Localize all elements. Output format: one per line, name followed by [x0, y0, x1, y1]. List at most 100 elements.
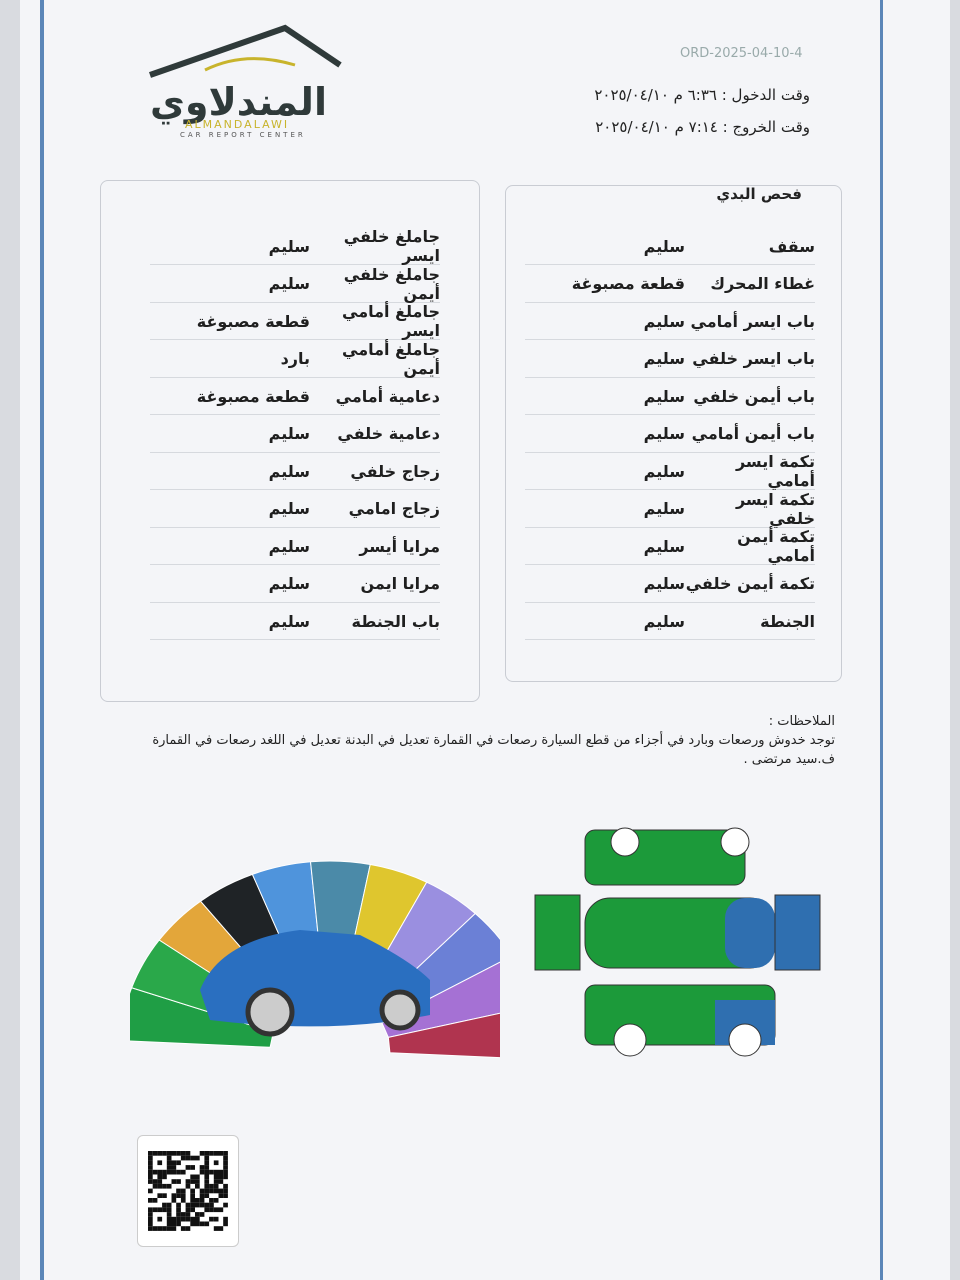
qr-module: [185, 1202, 191, 1208]
part-status: سليم: [643, 236, 685, 256]
row: دعامية خلفي سليم: [150, 416, 440, 453]
car-diagram: [534, 827, 821, 1057]
part-name: زجاج خلفي: [350, 461, 440, 481]
qr-module: [223, 1216, 228, 1222]
qr-module: [199, 1212, 205, 1217]
qr-module: [166, 1151, 172, 1156]
qr-module: [223, 1193, 228, 1198]
qr-pattern: [148, 1151, 228, 1231]
qr-module: [218, 1226, 224, 1231]
part-name: الجنطة: [760, 611, 815, 631]
qr-module: [195, 1179, 200, 1184]
qr-module: [213, 1151, 219, 1156]
qr-module: [213, 1198, 219, 1203]
row: جاملغ خلفي أيمن سليم: [150, 265, 440, 303]
qr-module: [199, 1221, 205, 1227]
qr-module: [180, 1188, 186, 1194]
qr-module: [209, 1188, 214, 1194]
qr-module: [218, 1207, 224, 1213]
notes-label: الملاحظات :: [768, 714, 835, 729]
part-name: جاملغ أمامي ايسر: [342, 302, 440, 340]
qr-module: [148, 1165, 153, 1170]
qr-module: [152, 1198, 158, 1203]
page-border: [880, 0, 883, 1280]
part-status: سليم: [268, 574, 310, 593]
qr-module: [199, 1198, 205, 1203]
part-status: سليم: [643, 499, 685, 518]
qr-module: [157, 1207, 163, 1213]
row: تكمة أيمن خلفي سليم: [525, 566, 815, 603]
qr-module: [148, 1226, 153, 1231]
qr-module: [171, 1169, 177, 1175]
qr-module: [171, 1165, 177, 1170]
qr-module: [180, 1216, 186, 1222]
qr-module: [157, 1183, 163, 1189]
left-panel: [100, 180, 480, 702]
part-name: جاملغ خلفي ايسر: [343, 227, 440, 265]
qr-module: [148, 1216, 153, 1222]
qr-module: [223, 1174, 228, 1180]
qr-module: [204, 1155, 210, 1161]
qr-module: [162, 1183, 167, 1189]
qr-module: [171, 1226, 177, 1231]
qr-module: [176, 1193, 181, 1198]
qr-module: [218, 1188, 224, 1194]
qr-module: [157, 1174, 163, 1180]
row: تكمة ايسر خلفي سليم: [525, 490, 815, 528]
row: تكمة ايسر أمامي سليم: [525, 452, 815, 490]
qr-module: [213, 1179, 219, 1184]
section-title: فحص البدي: [716, 185, 802, 203]
qr-module: [171, 1151, 177, 1156]
part-status: سليم: [268, 611, 310, 631]
qr-module: [204, 1179, 210, 1184]
row: جاملغ خلفي ايسر سليم: [150, 227, 440, 265]
row: سقف سليم: [525, 228, 815, 265]
qr-module: [218, 1193, 224, 1198]
qr-module: [190, 1165, 195, 1170]
qr-module: [213, 1174, 219, 1180]
qr-module: [190, 1155, 195, 1161]
qr-module: [166, 1169, 172, 1175]
notes: الملاحظات : توجد خدوش ورصعات وبارد في أج…: [140, 712, 835, 769]
qr-module: [195, 1216, 200, 1222]
qr-module: [180, 1226, 186, 1231]
page-border: [40, 0, 44, 1280]
qr-module: [213, 1169, 219, 1175]
qr-module: [185, 1226, 191, 1231]
notes-text: توجد خدوش ورصعات وبارد في أجزاء من قطع ا…: [152, 733, 835, 767]
qr-module: [204, 1193, 210, 1198]
qr-module: [166, 1221, 172, 1227]
qr-module: [223, 1169, 228, 1175]
row: جاملغ أمامي أيمن بارد: [150, 339, 440, 378]
qr-module: [176, 1216, 181, 1222]
qr-module: [162, 1226, 167, 1231]
qr-module: [209, 1216, 214, 1222]
qr-module: [152, 1179, 158, 1184]
row: باب أيمن أمامي سليم: [525, 416, 815, 453]
qr-module: [180, 1193, 186, 1198]
qr-module: [185, 1207, 191, 1213]
qr-module: [223, 1155, 228, 1161]
qr-module: [223, 1221, 228, 1227]
qr-module: [195, 1221, 200, 1227]
part-name: مرايا ايمن: [360, 574, 440, 593]
qr-module: [190, 1193, 195, 1198]
qr-module: [166, 1183, 172, 1189]
row: الجنطة سليم: [525, 603, 815, 640]
qr-module: [176, 1202, 181, 1208]
part-name: جاملغ أمامي أيمن: [342, 339, 440, 378]
qr-module: [171, 1221, 177, 1227]
right-panel: [505, 185, 842, 682]
qr-module: [185, 1212, 191, 1217]
part-name: باب أيمن أمامي: [691, 424, 815, 443]
part-name: زجاج امامي: [348, 499, 440, 518]
paper: [20, 0, 950, 1280]
qr-module: [209, 1198, 214, 1203]
qr-module: [199, 1169, 205, 1175]
qr-module: [166, 1160, 172, 1166]
qr-module: [176, 1151, 181, 1156]
part-status: قطعة مصبوغة: [196, 311, 310, 331]
qr-module: [166, 1226, 172, 1231]
qr-module: [176, 1188, 181, 1194]
